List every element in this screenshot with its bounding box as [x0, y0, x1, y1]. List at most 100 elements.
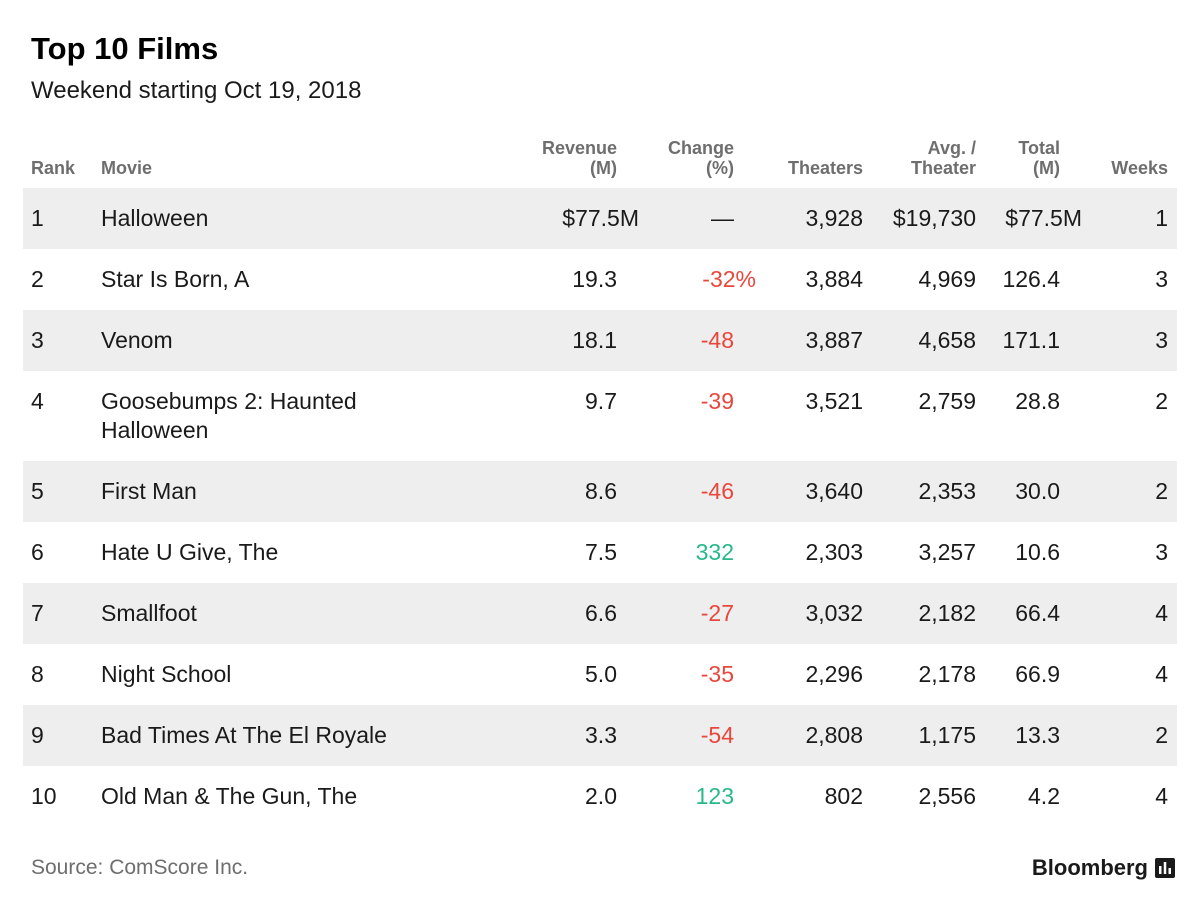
- table-row: 6 Hate U Give, The 7.5 332 2,303 3,257 10.6 3: [23, 522, 1177, 583]
- cell-change: -27: [700, 600, 734, 626]
- cell-weeks: 3: [1155, 266, 1168, 292]
- cell-theaters: 2,303: [805, 539, 863, 565]
- cell-movie: Goosebumps 2: Haunted Halloween: [101, 388, 357, 443]
- cell-rank: 4: [31, 388, 44, 414]
- cell-change: -48: [700, 327, 734, 353]
- cell-revenue: $77.5M: [562, 205, 639, 231]
- cell-theaters: 3,640: [805, 478, 863, 504]
- cell-revenue: 8.6: [585, 478, 617, 504]
- cell-revenue: 3.3: [585, 722, 617, 748]
- cell-rank: 3: [31, 327, 44, 353]
- cell-weeks: 1: [1155, 205, 1168, 231]
- cell-revenue: 18.1: [572, 327, 617, 353]
- header-rank: Rank: [31, 158, 76, 178]
- cell-rank: 7: [31, 600, 44, 626]
- cell-avg-per-theater: 1,175: [918, 722, 976, 748]
- cell-movie: Hate U Give, The: [101, 539, 279, 565]
- cell-total: 30.0: [1015, 478, 1060, 504]
- cell-theaters: 2,296: [805, 661, 863, 687]
- cell-total: 171.1: [1002, 327, 1060, 353]
- cell-weeks: 2: [1155, 478, 1168, 504]
- cell-rank: 9: [31, 722, 44, 748]
- cell-rank: 5: [31, 478, 44, 504]
- cell-revenue: 6.6: [585, 600, 617, 626]
- cell-weeks: 2: [1155, 722, 1168, 748]
- header-weeks: Weeks: [1111, 158, 1168, 178]
- cell-total: 13.3: [1015, 722, 1060, 748]
- cell-total: 66.9: [1015, 661, 1060, 687]
- table-row: 10 Old Man & The Gun, The 2.0 123 802 2,556 4.…: [23, 766, 1177, 827]
- cell-change: -39: [700, 388, 734, 414]
- table-row: 4 Goosebumps 2: Haunted Halloween 9.7 -39 3,…: [23, 371, 1177, 461]
- cell-change: 123: [695, 783, 734, 809]
- cell-weeks: 3: [1155, 327, 1168, 353]
- cell-revenue: 9.7: [585, 388, 617, 414]
- source-note: Source: ComScore Inc.: [31, 856, 249, 879]
- cell-avg-per-theater: 2,178: [918, 661, 976, 687]
- header-movie: Movie: [101, 158, 153, 178]
- cell-weeks: 4: [1155, 783, 1168, 809]
- bloomberg-chart-icon: [1155, 858, 1175, 878]
- header-avg-per-theater: Avg. / Theater: [910, 138, 976, 178]
- cell-avg-per-theater: 3,257: [918, 539, 976, 565]
- cell-movie: Bad Times At The El Royale: [101, 722, 387, 748]
- cell-weeks: 4: [1155, 600, 1168, 626]
- header-total: Total (M): [1018, 138, 1060, 178]
- cell-theaters: 3,928: [805, 205, 863, 231]
- cell-revenue: 5.0: [585, 661, 617, 687]
- bloomberg-logo: Bloomberg: [1031, 855, 1148, 880]
- cell-avg-per-theater: 2,182: [918, 600, 976, 626]
- cell-total: 4.2: [1028, 783, 1060, 809]
- table-body: 1 Halloween $77.5M — 3,928 $19,730 $77.5M 1 2 Sta…: [23, 188, 1177, 827]
- cell-total: 10.6: [1015, 539, 1060, 565]
- cell-theaters: 3,884: [805, 266, 863, 292]
- cell-revenue: 19.3: [572, 266, 617, 292]
- cell-total: $77.5M: [1005, 205, 1082, 231]
- cell-rank: 8: [31, 661, 44, 687]
- cell-avg-per-theater: $19,730: [892, 205, 976, 231]
- cell-revenue: 7.5: [585, 539, 617, 565]
- header-theaters: Theaters: [787, 158, 863, 178]
- cell-total: 66.4: [1015, 600, 1060, 626]
- cell-movie: Smallfoot: [101, 600, 197, 626]
- cell-avg-per-theater: 4,658: [918, 327, 976, 353]
- cell-weeks: 4: [1155, 661, 1168, 687]
- table-row: 5 First Man 8.6 -46 3,640 2,353 30.0 2: [23, 461, 1177, 522]
- table-row: 8 Night School 5.0 -35 2,296 2,178 66.9 4: [23, 644, 1177, 705]
- cell-rank: 6: [31, 539, 44, 565]
- cell-change: 332: [695, 539, 734, 565]
- table-row: 3 Venom 18.1 -48 3,887 4,658 171.1 3: [23, 310, 1177, 371]
- cell-avg-per-theater: 2,759: [918, 388, 976, 414]
- table-row: 9 Bad Times At The El Royale 3.3 -54 2,808 1,…: [23, 705, 1177, 766]
- cell-revenue: 2.0: [585, 783, 617, 809]
- table-row: 2 Star Is Born, A 19.3 -32% 3,884 4,969 126.4 3: [23, 249, 1177, 310]
- cell-movie: Star Is Born, A: [101, 266, 250, 292]
- cell-rank: 2: [31, 266, 44, 292]
- cell-weeks: 2: [1155, 388, 1168, 414]
- cell-avg-per-theater: 4,969: [918, 266, 976, 292]
- cell-change: —: [711, 205, 734, 231]
- cell-total: 28.8: [1015, 388, 1060, 414]
- cell-theaters: 2,808: [805, 722, 863, 748]
- cell-rank: 10: [31, 783, 57, 809]
- chart-subtitle: Weekend starting Oct 19, 2018: [31, 77, 362, 104]
- cell-theaters: 802: [824, 783, 863, 809]
- cell-avg-per-theater: 2,353: [918, 478, 976, 504]
- table-row: 7 Smallfoot 6.6 -27 3,032 2,182 66.4 4: [23, 583, 1177, 644]
- table-row: 1 Halloween $77.5M — 3,928 $19,730 $77.5M 1: [23, 188, 1177, 249]
- cell-change: -32%: [702, 266, 756, 292]
- cell-movie: Night School: [101, 661, 232, 687]
- films-table: Rank Movie Revenue (M) Change (%) Theate…: [23, 130, 1177, 827]
- cell-movie: Halloween: [101, 205, 209, 231]
- cell-rank: 1: [31, 205, 44, 231]
- cell-weeks: 3: [1155, 539, 1168, 565]
- cell-movie: First Man: [101, 478, 197, 504]
- cell-avg-per-theater: 2,556: [918, 783, 976, 809]
- cell-theaters: 3,032: [805, 600, 863, 626]
- cell-theaters: 3,887: [805, 327, 863, 353]
- header-change: Change (%): [667, 138, 734, 178]
- header-revenue: Revenue (M): [541, 138, 617, 178]
- cell-change: -54: [700, 722, 734, 748]
- table-header: Rank Movie Revenue (M) Change (%) Theate…: [23, 130, 1177, 188]
- cell-total: 126.4: [1002, 266, 1060, 292]
